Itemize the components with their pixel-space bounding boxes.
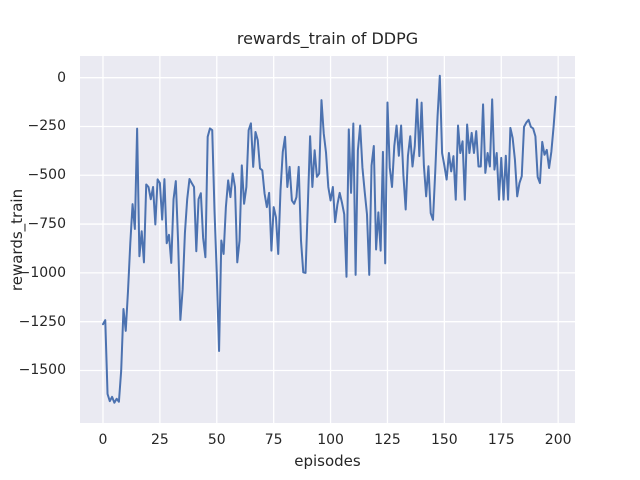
x-tick-label: 0 — [98, 432, 108, 448]
y-tick-label: −500 — [27, 167, 66, 184]
x-tick-label: 50 — [207, 432, 226, 448]
y-tick-label: −250 — [27, 118, 66, 135]
y-tick-label: −1000 — [18, 264, 66, 281]
x-tick-label: 200 — [544, 432, 572, 448]
series-rewards_train — [101, 74, 557, 404]
y-tick-label: 0 — [57, 69, 66, 86]
x-tick-label: 150 — [430, 432, 458, 448]
y-tick-label: −750 — [27, 216, 66, 233]
x-tick-label: 75 — [264, 432, 283, 448]
x-tick-label: 100 — [317, 432, 344, 448]
line-chart — [80, 56, 575, 423]
x-tick-label: 25 — [150, 432, 169, 448]
x-axis-label: episodes — [294, 452, 361, 470]
plot-area — [80, 56, 575, 423]
x-tick-label: 175 — [487, 432, 515, 448]
x-tick-label: 125 — [374, 432, 401, 448]
chart-title: rewards_train of DDPG — [236, 29, 419, 48]
y-tick-label: −1250 — [18, 313, 66, 330]
y-tick-label: −1500 — [18, 362, 66, 379]
